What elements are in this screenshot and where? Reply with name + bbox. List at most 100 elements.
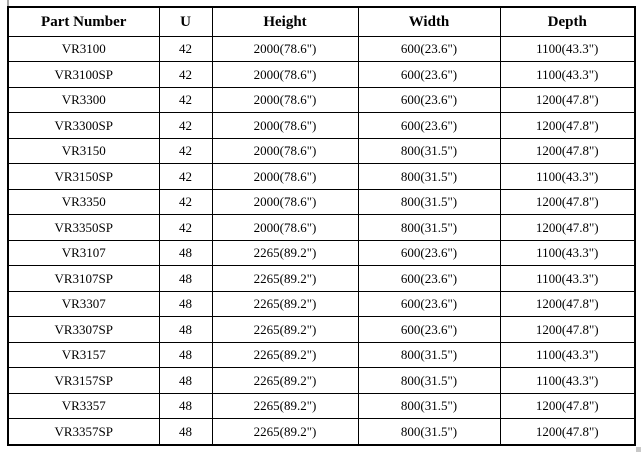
table-row: VR3100SP422000(78.6")600(23.6")1100(43.3… — [8, 62, 635, 87]
cell-height: 2265(89.2") — [212, 342, 358, 367]
cell-part-number: VR3357 — [8, 393, 159, 418]
cell-depth: 1100(43.3") — [500, 342, 635, 367]
rack-spec-table: Part Number U Height Width Depth VR31004… — [7, 6, 636, 446]
cell-depth: 1200(47.8") — [500, 393, 635, 418]
cell-u: 48 — [159, 317, 212, 342]
cell-width: 600(23.6") — [358, 266, 500, 291]
table-row: VR3157SP482265(89.2")800(31.5")1100(43.3… — [8, 368, 635, 393]
cell-part-number: VR3357SP — [8, 419, 159, 445]
table-row: VR3107482265(89.2")600(23.6")1100(43.3") — [8, 240, 635, 265]
cell-height: 2265(89.2") — [212, 240, 358, 265]
cell-u: 48 — [159, 266, 212, 291]
cell-height: 2265(89.2") — [212, 291, 358, 316]
cell-width: 800(31.5") — [358, 189, 500, 214]
header-row: Part Number U Height Width Depth — [8, 7, 635, 37]
cell-width: 800(31.5") — [358, 164, 500, 189]
cell-width: 800(31.5") — [358, 138, 500, 163]
cell-u: 42 — [159, 87, 212, 112]
cell-height: 2000(78.6") — [212, 164, 358, 189]
cell-part-number: VR3307 — [8, 291, 159, 316]
cell-height: 2000(78.6") — [212, 62, 358, 87]
cell-height: 2000(78.6") — [212, 37, 358, 62]
cell-part-number: VR3157 — [8, 342, 159, 367]
cell-part-number: VR3107SP — [8, 266, 159, 291]
cell-height: 2265(89.2") — [212, 368, 358, 393]
table-body: VR3100422000(78.6")600(23.6")1100(43.3")… — [8, 37, 635, 446]
table-row: VR3107SP482265(89.2")600(23.6")1100(43.3… — [8, 266, 635, 291]
cell-u: 48 — [159, 368, 212, 393]
cell-width: 600(23.6") — [358, 240, 500, 265]
table-row: VR3350422000(78.6")800(31.5")1200(47.8") — [8, 189, 635, 214]
cell-width: 800(31.5") — [358, 342, 500, 367]
cell-height: 2265(89.2") — [212, 393, 358, 418]
col-header-height: Height — [212, 7, 358, 37]
cell-u: 48 — [159, 342, 212, 367]
cell-u: 42 — [159, 164, 212, 189]
cell-height: 2265(89.2") — [212, 266, 358, 291]
cell-u: 42 — [159, 189, 212, 214]
table-row: VR3357482265(89.2")800(31.5")1200(47.8") — [8, 393, 635, 418]
cell-depth: 1100(43.3") — [500, 62, 635, 87]
table-row: VR3300SP422000(78.6")600(23.6")1200(47.8… — [8, 113, 635, 138]
cell-width: 600(23.6") — [358, 62, 500, 87]
cell-depth: 1100(43.3") — [500, 266, 635, 291]
cell-width: 600(23.6") — [358, 317, 500, 342]
cell-part-number: VR3350 — [8, 189, 159, 214]
cell-depth: 1200(47.8") — [500, 215, 635, 240]
cell-part-number: VR3300 — [8, 87, 159, 112]
cell-u: 48 — [159, 393, 212, 418]
cell-depth: 1100(43.3") — [500, 240, 635, 265]
cell-height: 2000(78.6") — [212, 113, 358, 138]
table-row: VR3157482265(89.2")800(31.5")1100(43.3") — [8, 342, 635, 367]
cell-width: 800(31.5") — [358, 368, 500, 393]
cell-part-number: VR3300SP — [8, 113, 159, 138]
table-row: VR3100422000(78.6")600(23.6")1100(43.3") — [8, 37, 635, 62]
col-header-part-number: Part Number — [8, 7, 159, 37]
cell-height: 2265(89.2") — [212, 317, 358, 342]
cell-part-number: VR3157SP — [8, 368, 159, 393]
table-row: VR3300422000(78.6")600(23.6")1200(47.8") — [8, 87, 635, 112]
cell-u: 42 — [159, 215, 212, 240]
cell-width: 600(23.6") — [358, 37, 500, 62]
table-row: VR3150422000(78.6")800(31.5")1200(47.8") — [8, 138, 635, 163]
cell-depth: 1100(43.3") — [500, 164, 635, 189]
cell-depth: 1200(47.8") — [500, 419, 635, 445]
cell-height: 2000(78.6") — [212, 215, 358, 240]
cell-depth: 1200(47.8") — [500, 189, 635, 214]
cell-u: 48 — [159, 240, 212, 265]
cell-depth: 1200(47.8") — [500, 291, 635, 316]
cell-height: 2000(78.6") — [212, 189, 358, 214]
cell-part-number: VR3350SP — [8, 215, 159, 240]
cell-depth: 1200(47.8") — [500, 317, 635, 342]
col-header-width: Width — [358, 7, 500, 37]
cell-width: 600(23.6") — [358, 291, 500, 316]
table-row: VR3150SP422000(78.6")800(31.5")1100(43.3… — [8, 164, 635, 189]
cell-part-number: VR3100 — [8, 37, 159, 62]
cell-height: 2000(78.6") — [212, 138, 358, 163]
cell-height: 2000(78.6") — [212, 87, 358, 112]
cell-width: 800(31.5") — [358, 393, 500, 418]
cell-part-number: VR3150SP — [8, 164, 159, 189]
document-page: Part Number U Height Width Depth VR31004… — [0, 0, 643, 468]
cell-part-number: VR3150 — [8, 138, 159, 163]
table-resize-handle[interactable] — [636, 447, 641, 452]
cell-depth: 1100(43.3") — [500, 37, 635, 62]
cell-u: 48 — [159, 419, 212, 445]
cell-depth: 1200(47.8") — [500, 138, 635, 163]
table-row: VR3307482265(89.2")600(23.6")1200(47.8") — [8, 291, 635, 316]
cell-width: 600(23.6") — [358, 87, 500, 112]
cell-u: 42 — [159, 37, 212, 62]
cell-u: 42 — [159, 113, 212, 138]
cell-part-number: VR3107 — [8, 240, 159, 265]
col-header-depth: Depth — [500, 7, 635, 37]
cell-part-number: VR3307SP — [8, 317, 159, 342]
cell-part-number: VR3100SP — [8, 62, 159, 87]
cell-depth: 1200(47.8") — [500, 87, 635, 112]
cell-width: 600(23.6") — [358, 113, 500, 138]
cell-height: 2265(89.2") — [212, 419, 358, 445]
table-row: VR3307SP482265(89.2")600(23.6")1200(47.8… — [8, 317, 635, 342]
cell-u: 48 — [159, 291, 212, 316]
cell-width: 800(31.5") — [358, 419, 500, 445]
cell-width: 800(31.5") — [358, 215, 500, 240]
cell-depth: 1200(47.8") — [500, 113, 635, 138]
